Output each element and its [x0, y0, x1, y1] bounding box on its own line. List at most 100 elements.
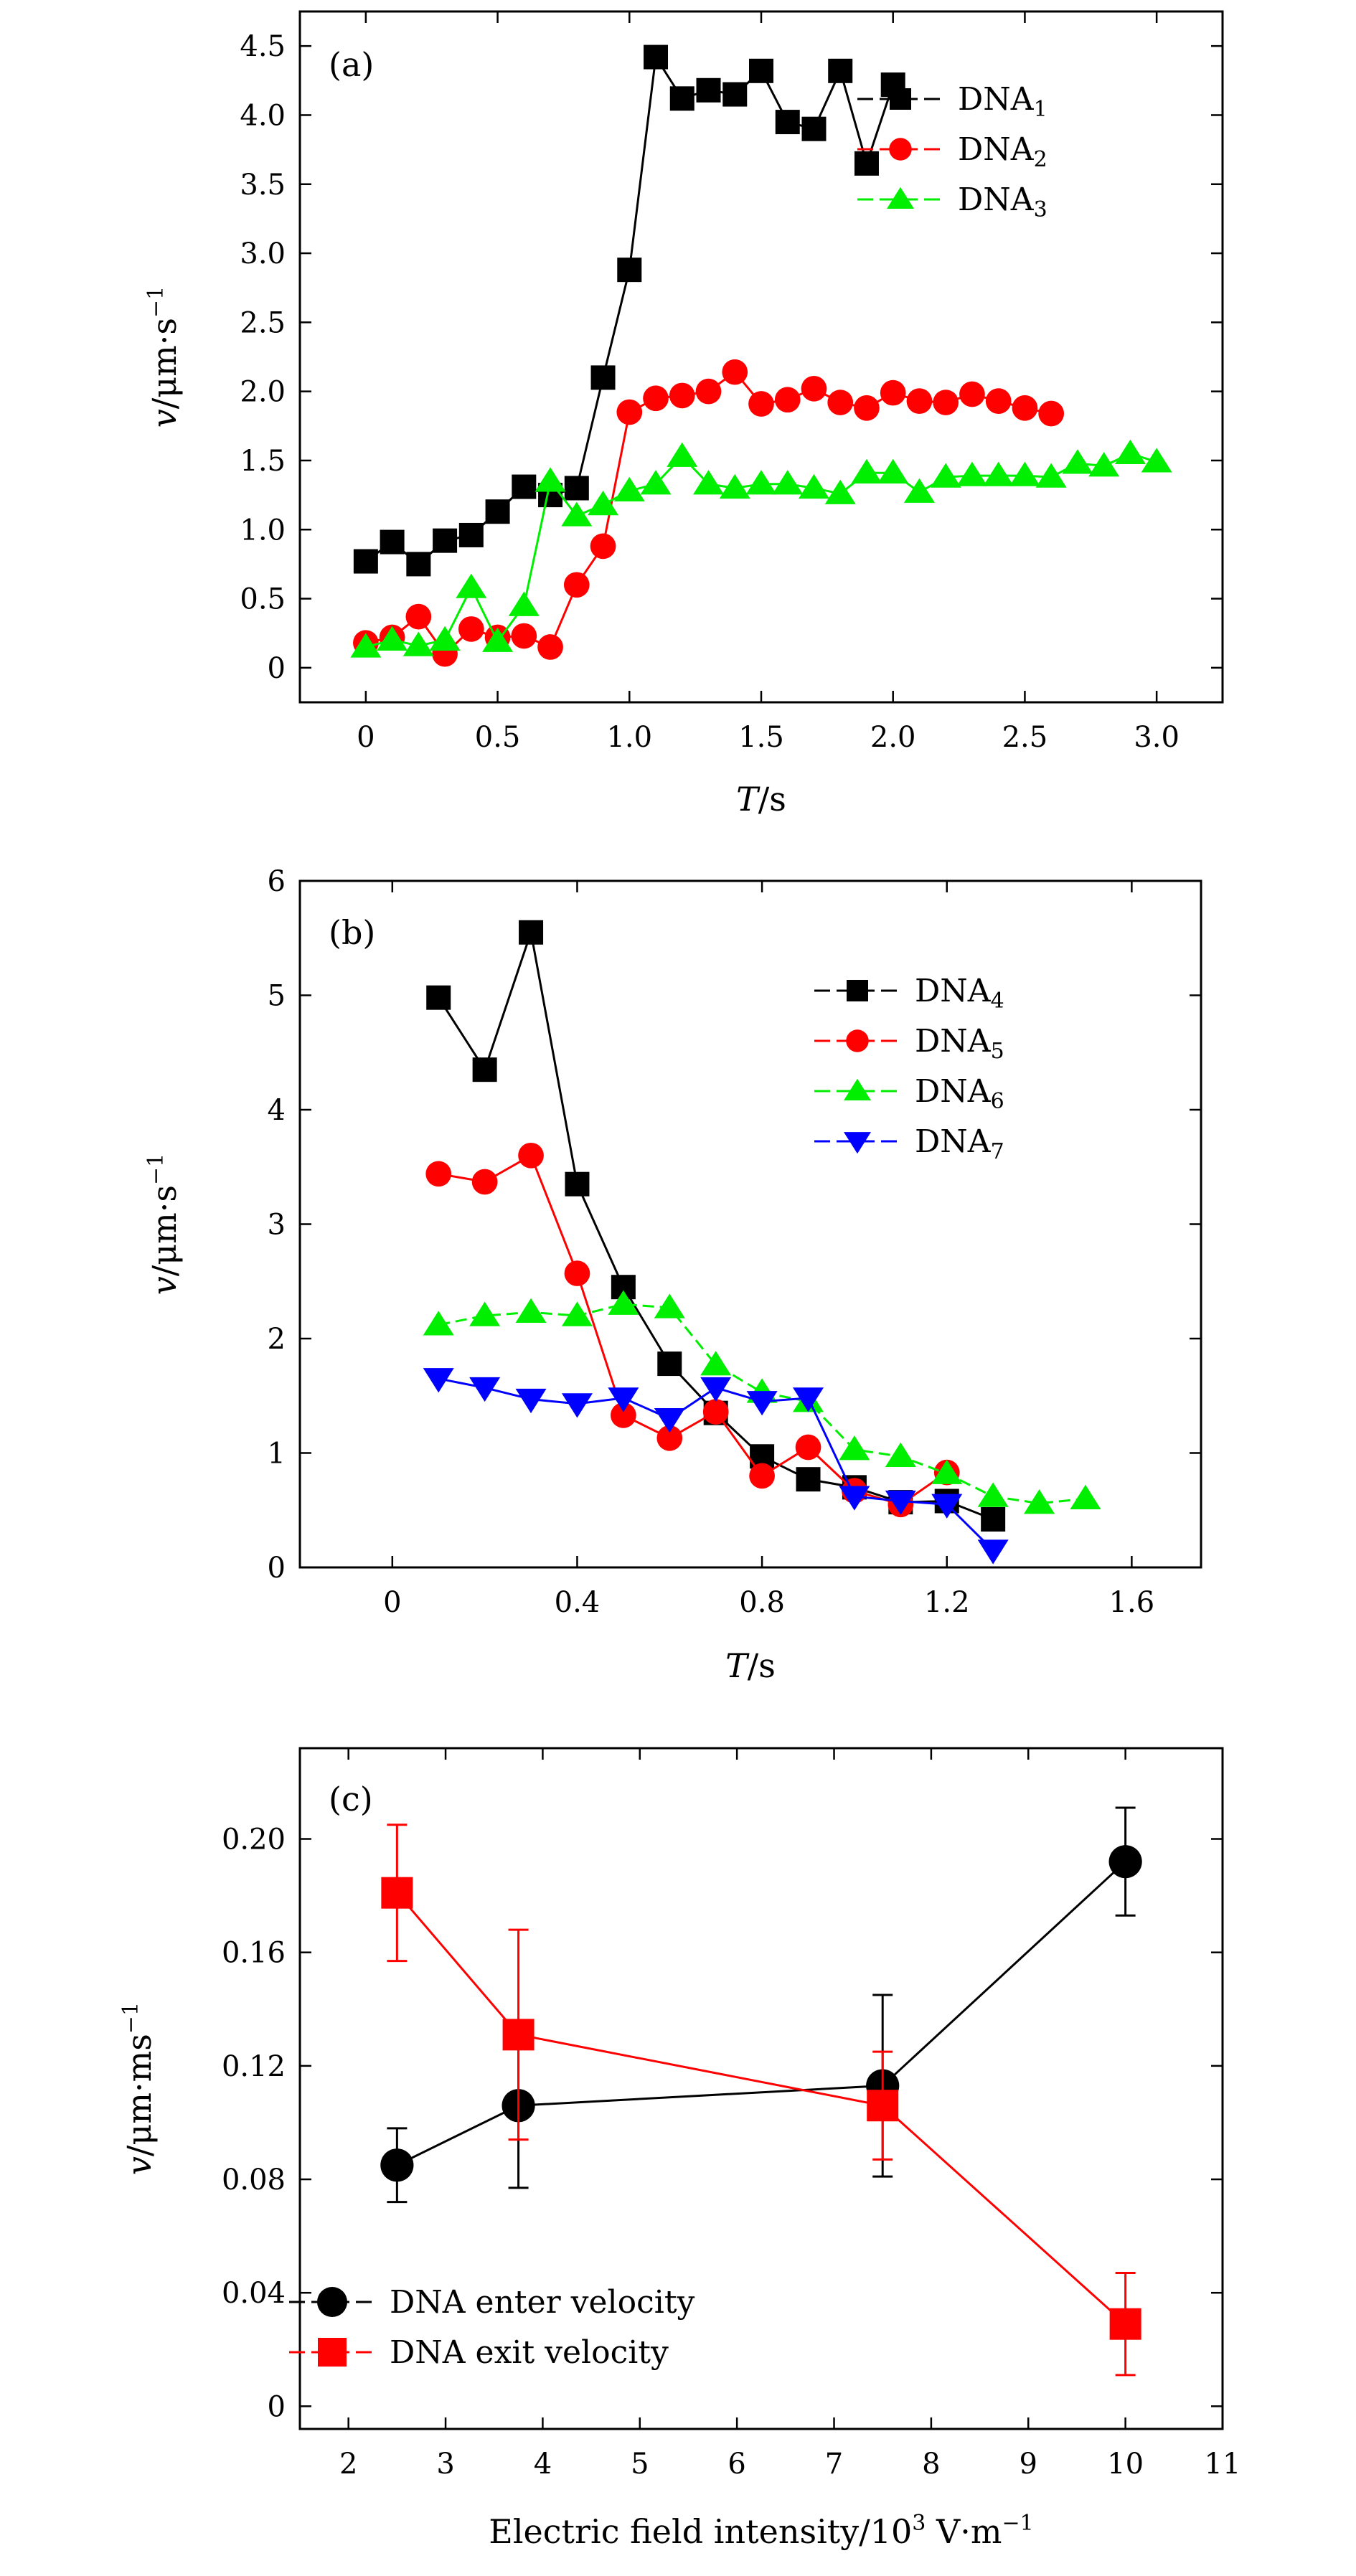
data-point [696, 77, 721, 103]
data-point [608, 1387, 639, 1412]
data-point [977, 1539, 1009, 1565]
data-point [749, 58, 773, 83]
y-tick-label: 2.0 [240, 376, 286, 409]
y-tick-label: 3 [268, 1209, 286, 1242]
text-part: V·m [926, 2512, 1002, 2551]
data-point [644, 44, 669, 70]
text-part: v [145, 1276, 184, 1295]
legend-label: DNA3 [958, 181, 1047, 222]
legend-entry: DNA1 [857, 81, 1047, 122]
data-point [801, 116, 827, 141]
data-point [380, 2148, 414, 2182]
data-point [880, 379, 906, 406]
data-point [381, 1877, 413, 1909]
data-point [1024, 1489, 1055, 1514]
data-point [1088, 452, 1120, 477]
y-tick-label: 6 [268, 865, 286, 898]
series-dna-enter-velocity [380, 1806, 1142, 2204]
text-part: T [725, 1646, 750, 1685]
y-tick-label: 0.12 [222, 2050, 286, 2083]
data-point [1009, 461, 1040, 486]
data-point [472, 1057, 497, 1082]
data-point [930, 463, 961, 488]
panel-label: (b) [329, 913, 375, 952]
series-dna6 [423, 1290, 1101, 1514]
x-tick-label: 8 [922, 2448, 940, 2481]
data-point [906, 388, 933, 414]
data-point [423, 1311, 454, 1336]
y-tick-label: 1.5 [240, 445, 286, 478]
data-point [1070, 1484, 1101, 1509]
legend-entry: DNA5 [814, 1023, 1004, 1064]
y-axis-title: v/μm·s−1 [143, 1153, 184, 1295]
text-part: v [145, 409, 184, 428]
legend-label: DNA2 [958, 131, 1047, 172]
chart-panel: 2 3 4 5 6 7 8 9 10 11 0 0.04 0.08 0.12 0.16 0.20 (c) v/μm… [118, 1747, 1241, 2551]
data-point [801, 375, 827, 402]
data-point [1012, 395, 1038, 421]
data-point [828, 58, 853, 83]
data-point [1038, 400, 1065, 427]
y-tick-label: 3.5 [240, 169, 286, 202]
data-point [482, 627, 514, 652]
legend-marker [846, 1029, 869, 1052]
data-point [851, 458, 882, 483]
data-point [537, 634, 563, 660]
data-point [433, 528, 458, 553]
data-point [796, 1467, 821, 1492]
plot-frame [298, 1747, 1224, 2430]
x-tick-label: 3.0 [1134, 721, 1180, 754]
text-part: 3 [912, 2511, 926, 2536]
data-point [590, 365, 616, 390]
data-point [985, 388, 1012, 414]
data-point [515, 1388, 547, 1414]
data-point [748, 391, 774, 417]
x-tick-label: 11 [1205, 2448, 1241, 2481]
panel-label: (c) [329, 1780, 373, 1818]
text-part: DNA [958, 181, 1035, 218]
data-point [854, 151, 879, 176]
series-dna4 [426, 920, 1006, 1532]
data-point [518, 1142, 544, 1169]
data-point [1109, 2308, 1141, 2340]
text-part: 5 [991, 1039, 1004, 1064]
legend-entry: DNA4 [814, 973, 1004, 1014]
y-tick-label: 0.20 [222, 1824, 286, 1856]
text-part: 2 [1034, 147, 1047, 172]
data-point [588, 491, 619, 516]
legend-marker [887, 187, 914, 209]
x-tick-label: 5 [631, 2448, 649, 2481]
series-dna-exit-velocity [381, 1824, 1141, 2377]
x-tick-label: 6 [728, 2448, 745, 2481]
x-tick-label: 0.8 [739, 1586, 785, 1619]
data-point [824, 479, 856, 504]
legend-label: DNA6 [915, 1073, 1004, 1114]
data-point [827, 390, 854, 415]
data-point [885, 1442, 916, 1467]
legend-marker [889, 138, 912, 161]
y-tick-label: 0.04 [222, 2277, 286, 2310]
x-axis-title: T/s [736, 780, 786, 818]
x-tick-label: 1.5 [738, 721, 784, 754]
data-point [458, 522, 484, 547]
x-tick-label: 1.2 [924, 1586, 970, 1619]
data-point [429, 626, 461, 651]
text-part: /s [758, 780, 786, 818]
data-point [608, 1290, 639, 1315]
y-axis-title: v/μm·ms−1 [118, 2002, 159, 2175]
text-part: DNA [958, 81, 1035, 118]
data-point [456, 573, 487, 598]
x-tick-label: 2 [339, 2448, 357, 2481]
text-part: DNA [915, 973, 992, 1009]
data-point [956, 461, 988, 486]
text-part: −1 [118, 2002, 143, 2034]
legend-label: DNA exit velocity [390, 2334, 669, 2371]
data-point [959, 381, 985, 407]
data-point [512, 474, 537, 499]
data-point [485, 499, 510, 524]
data-point [1035, 463, 1067, 488]
data-point [885, 1490, 916, 1516]
legend-marker [318, 2338, 347, 2367]
y-tick-label: 2 [268, 1323, 286, 1356]
x-axis-title: T/s [725, 1646, 776, 1685]
